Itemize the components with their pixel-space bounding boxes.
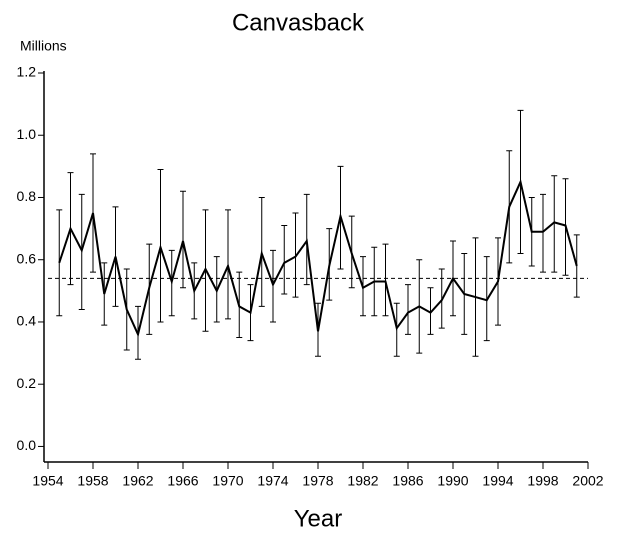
data-line: [58, 178, 578, 338]
x-tick-label: 1994: [482, 473, 513, 489]
y-tick-label: 0.2: [17, 375, 37, 391]
x-tick-label: 1962: [122, 473, 153, 489]
x-tick-label: 1974: [257, 473, 288, 489]
x-tick-label: 1998: [527, 473, 558, 489]
y-tick-label: 1.2: [17, 64, 37, 80]
y-tick-label: 1.0: [17, 126, 37, 142]
y-axis-label: Millions: [20, 38, 67, 54]
x-tick-label: 1958: [77, 473, 108, 489]
x-tick-label: 1978: [302, 473, 333, 489]
y-tick-label: 0.8: [17, 188, 37, 204]
x-tick-label: 1954: [32, 473, 63, 489]
x-axis-label: Year: [294, 505, 343, 532]
chart-title: Canvasback: [232, 9, 365, 36]
error-bar: [551, 175, 558, 273]
x-tick-label: 2002: [572, 473, 603, 489]
error-bar: [540, 193, 546, 273]
y-tick-label: 0.4: [17, 313, 37, 329]
x-tick-label: 1986: [392, 473, 423, 489]
x-tick-label: 1970: [212, 473, 243, 489]
error-bar: [405, 284, 411, 335]
x-tick-label: 1982: [347, 473, 378, 489]
x-tick-label: 1990: [437, 473, 468, 489]
error-bar: [180, 190, 186, 289]
error-bar: [281, 224, 288, 295]
error-bar: [427, 287, 434, 335]
x-tick-label: 1966: [167, 473, 198, 489]
y-tick-label: 0.6: [17, 250, 37, 266]
y-tick-label: 0.0: [17, 437, 37, 453]
error-bar: [382, 243, 389, 317]
